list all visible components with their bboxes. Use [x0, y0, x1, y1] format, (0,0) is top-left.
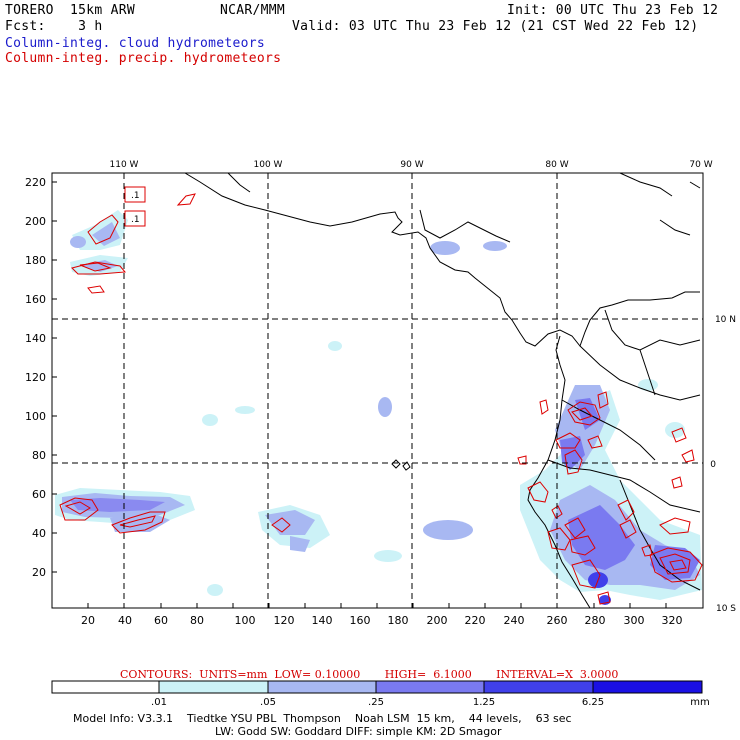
x-tick-label: 300 — [624, 614, 645, 627]
y-tick-label: 140 — [25, 332, 46, 345]
colorbar-swatch — [52, 681, 159, 693]
x-tick-label: 260 — [547, 614, 568, 627]
x-tick-label: 60 — [154, 614, 168, 627]
colorbar-label: .05 — [260, 697, 276, 708]
x-tick-label: 100 — [235, 614, 256, 627]
colorbar-labels: .01 .05 .25 1.25 6.25 mm — [151, 697, 710, 708]
precip-contours — [59, 193, 703, 605]
cloud-shading — [55, 210, 702, 605]
y-tick-label: 60 — [32, 488, 46, 501]
x-tick-label: 200 — [427, 614, 448, 627]
x-tick-label: 160 — [350, 614, 371, 627]
y-tick-label: 160 — [25, 293, 46, 306]
forecast-hour: Fcst: 3 h — [5, 19, 103, 34]
colorbar-swatch — [376, 681, 484, 693]
contour-label-box — [124, 186, 146, 203]
y-tick-label: 200 — [25, 215, 46, 228]
x-tick-labels: 20 40 60 80 100 120 140 160 180 200 220 … — [81, 614, 683, 627]
y-tick-label: 20 — [32, 566, 46, 579]
x-tick-label: 280 — [585, 614, 606, 627]
y-tick-label: 180 — [25, 254, 46, 267]
lon-labels: 110 W 100 W 90 W 80 W 70 W — [110, 160, 713, 170]
colorbar-label: .25 — [368, 697, 384, 708]
field-cloud-label: Column-integ. cloud hydrometeors — [5, 36, 266, 51]
x-tick-label: 220 — [465, 614, 486, 627]
model-title: TORERO 15km ARW — [5, 3, 136, 18]
colorbar-label: 1.25 — [473, 697, 495, 708]
lat-label: 10 S — [716, 604, 736, 614]
y-tick-label: 220 — [25, 176, 46, 189]
colorbar-label: 6.25 — [582, 697, 604, 708]
y-tick-labels: 20 40 60 80 100 120 140 160 180 200 220 — [25, 176, 46, 579]
colorbar-swatch — [593, 681, 702, 693]
x-tick-label: 20 — [81, 614, 95, 627]
x-tick-label: 40 — [118, 614, 132, 627]
x-tick-label: 240 — [504, 614, 525, 627]
coastlines — [184, 173, 701, 608]
colorbar-label: .01 — [151, 697, 167, 708]
model-info-line2: LW: Godd SW: Goddard DIFF: simple KM: 2D… — [215, 725, 502, 738]
contour-info: CONTOURS: UNITS=mm LOW= 0.10000 HIGH= 6.… — [120, 668, 619, 681]
x-tick-label: 180 — [388, 614, 409, 627]
lat-labels: 10 N 0 10 S — [710, 315, 736, 614]
colorbar — [51, 680, 703, 694]
init-time: Init: 00 UTC Thu 23 Feb 12 — [507, 3, 719, 18]
lat-label: 10 N — [715, 315, 736, 325]
colorbar-swatch — [484, 681, 593, 693]
contour-label: .1 — [131, 215, 140, 225]
field-precip-label: Column-integ. precip. hydrometeors — [5, 51, 282, 66]
lon-label: 100 W — [254, 160, 283, 170]
lon-label: 70 W — [689, 160, 712, 170]
x-tick-label: 320 — [662, 614, 683, 627]
x-tick-marks — [87, 603, 667, 608]
colorbar-swatch — [268, 681, 376, 693]
x-tick-label: 120 — [274, 614, 295, 627]
contour-label: .1 — [131, 191, 140, 201]
valid-time: Valid: 03 UTC Thu 23 Feb 12 (21 CST Wed … — [292, 19, 699, 34]
x-tick-label: 80 — [190, 614, 204, 627]
model-info-line1: Model Info: V3.3.1 Tiedtke YSU PBL Thomp… — [73, 712, 572, 725]
graticule — [52, 173, 703, 608]
lat-label: 0 — [710, 460, 716, 470]
lon-label: 110 W — [110, 160, 139, 170]
x-tick-label: 140 — [312, 614, 333, 627]
colorbar-swatch — [159, 681, 268, 693]
y-tick-marks — [52, 181, 57, 573]
contour-label-box — [124, 210, 146, 227]
lon-label: 90 W — [400, 160, 423, 170]
y-tick-label: 100 — [25, 410, 46, 423]
colorbar-units: mm — [690, 697, 709, 708]
lon-label: 80 W — [545, 160, 568, 170]
y-tick-label: 120 — [25, 371, 46, 384]
y-tick-label: 40 — [32, 527, 46, 540]
org-label: NCAR/MMM — [220, 3, 286, 18]
y-tick-label: 80 — [32, 449, 46, 462]
